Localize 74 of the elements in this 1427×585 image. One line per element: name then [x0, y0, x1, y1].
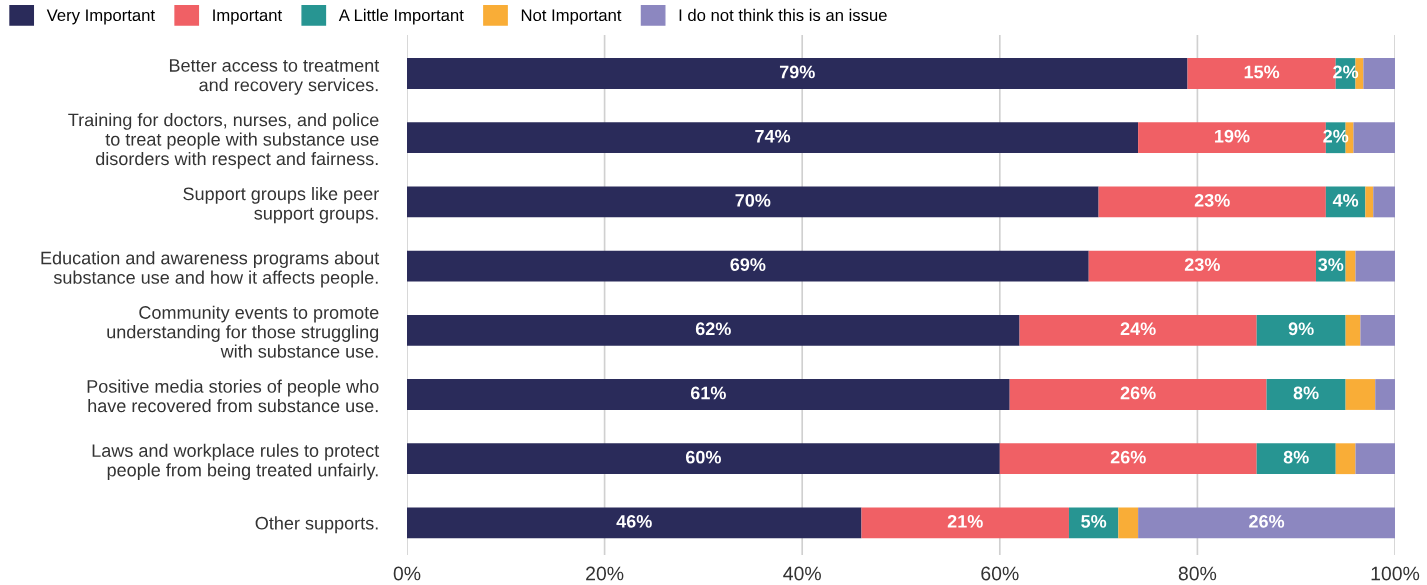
y-tick-label: Training for doctors, nurses, and police to treat people with substance use disorders with respect and fairness.: [68, 113, 379, 169]
y-tick-label: Laws and workplace rules to protect people from being treated unfairly.: [92, 443, 380, 481]
legend-label: Important: [213, 9, 282, 25]
bar: [1256, 443, 1336, 475]
bar: [1345, 250, 1356, 282]
bar: [1088, 250, 1316, 282]
bar: [1335, 443, 1356, 475]
data-label: 24%: [1120, 322, 1156, 336]
x-tick-label: 60%: [981, 566, 1019, 581]
bar: [1355, 250, 1395, 282]
bar: [1353, 122, 1395, 154]
data-label: 5%: [1081, 515, 1107, 528]
y-tick-label: Positive media stories of people who have recovered from substance use.: [87, 379, 379, 413]
x-tick-label: 20%: [586, 566, 624, 581]
bar: [1355, 443, 1395, 475]
legend-label: Very Important: [46, 9, 155, 25]
y-tick-label: Better access to treatment and recovery services.: [169, 59, 380, 95]
legend-label: I do not think this is an issue: [679, 8, 887, 22]
bar: [407, 250, 1089, 282]
legend-label: Not Important: [521, 9, 622, 25]
data-label: 21%: [947, 514, 983, 528]
bar: [861, 507, 1069, 539]
data-label: 8%: [1283, 450, 1309, 464]
data-label: 8%: [1293, 386, 1319, 400]
bar: [407, 314, 1020, 346]
y-tick-label: Other supports.: [255, 516, 378, 534]
data-label: 23%: [1194, 193, 1230, 207]
data-label: 70%: [735, 193, 771, 207]
bar: [1098, 186, 1326, 218]
bar: [1345, 379, 1376, 410]
data-label: 26%: [1249, 514, 1285, 528]
data-label: 62%: [695, 322, 731, 336]
legend-label: A Little Important: [338, 8, 464, 25]
data-label: 9%: [1288, 322, 1314, 336]
data-label: 4%: [1332, 194, 1359, 207]
data-label: 23%: [1184, 258, 1220, 271]
data-label: 60%: [685, 450, 721, 464]
bar: [407, 507, 862, 539]
bar: [1365, 186, 1374, 218]
data-label: 3%: [1318, 258, 1344, 271]
bar: [1256, 314, 1346, 346]
data-label: 69%: [730, 258, 766, 271]
data-label: 74%: [755, 129, 791, 143]
bar: [1375, 379, 1395, 410]
data-label: 19%: [1215, 129, 1250, 143]
bar: [407, 379, 1010, 410]
y-tick-label: Support groups like peer support groups.: [183, 186, 379, 224]
bar: [1019, 314, 1257, 346]
bar: [407, 122, 1139, 154]
data-label: 61%: [690, 386, 726, 400]
bar: [1373, 186, 1395, 218]
y-tick-label: Community events to promote understanding for those struggling with substance use.: [107, 305, 379, 358]
x-tick-label: 100%: [1371, 566, 1420, 581]
bar: [1363, 58, 1395, 89]
data-label: 15%: [1244, 65, 1280, 79]
data-label: 26%: [1120, 386, 1156, 400]
data-label: 26%: [1110, 450, 1146, 464]
x-tick-label: 40%: [783, 566, 821, 581]
bar: [407, 443, 1000, 475]
bar: [1266, 379, 1346, 410]
data-label: 79%: [779, 65, 815, 79]
x-tick-label: 0%: [393, 566, 421, 581]
data-label: 46%: [616, 514, 652, 528]
bar: [999, 443, 1257, 475]
y-tick-label: Education and awareness programs about substance use and how it affects people.: [41, 251, 380, 288]
bar: [1009, 379, 1267, 410]
bar: [1118, 507, 1139, 539]
bar: [1068, 507, 1119, 539]
bar: [1138, 507, 1395, 539]
bar: [407, 186, 1099, 218]
x-tick-label: 80%: [1178, 566, 1217, 581]
bar: [1360, 314, 1395, 346]
bar: [407, 58, 1188, 89]
bar: [1345, 314, 1361, 346]
